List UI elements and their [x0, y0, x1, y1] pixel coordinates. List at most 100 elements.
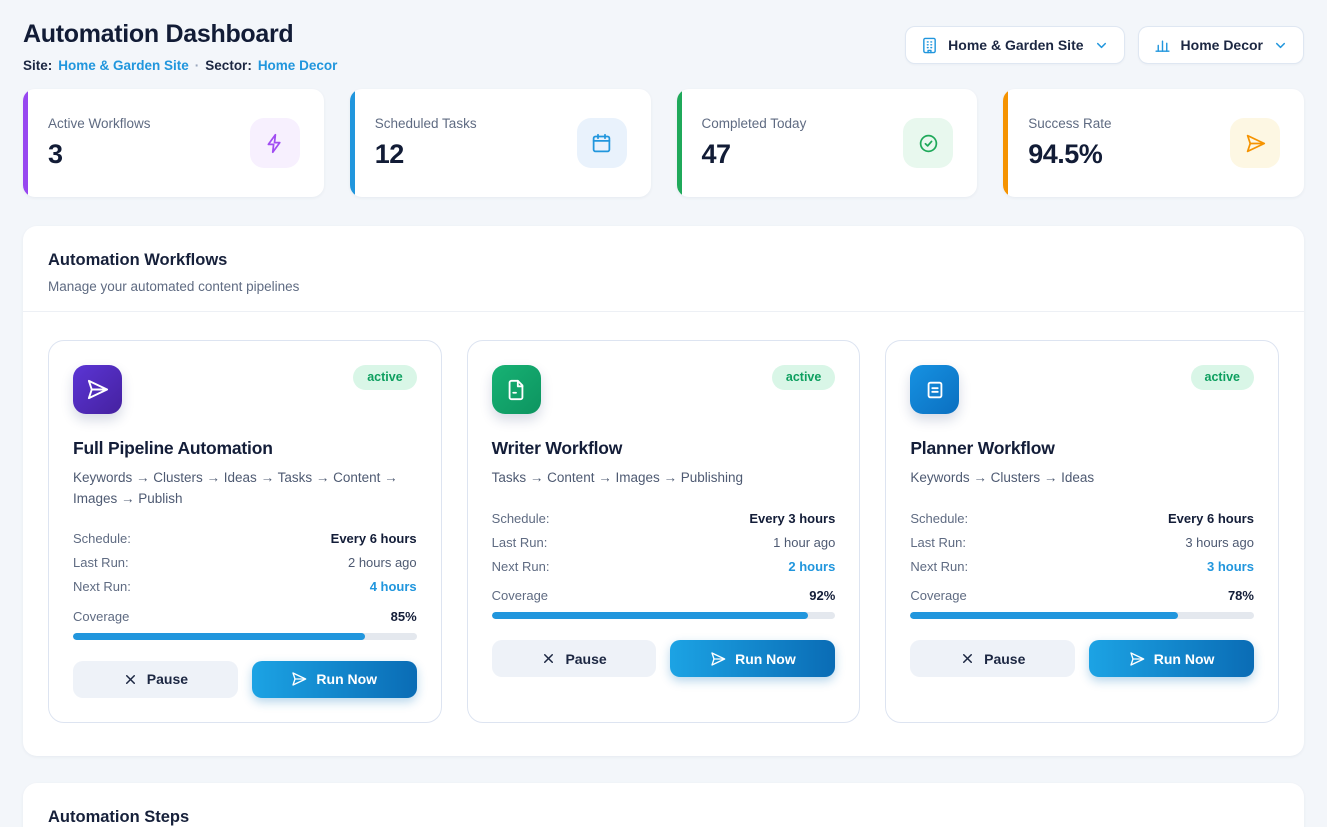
- stat-label: Scheduled Tasks: [374, 116, 477, 131]
- steps-section-header: Automation Steps Configure which steps a…: [23, 783, 1304, 827]
- coverage-value: 78%: [1227, 588, 1254, 603]
- coverage-row: Coverage 92%: [492, 588, 836, 603]
- lightning-icon: [249, 118, 300, 168]
- run-now-button[interactable]: Run Now: [670, 640, 836, 677]
- schedule-label: Schedule:: [73, 531, 131, 547]
- pause-label: Pause: [146, 671, 189, 688]
- stat-card-success-rate: Success Rate 94.5%: [1003, 89, 1304, 197]
- workflow-actions: Pause Run Now: [491, 640, 836, 677]
- run-now-label: Run Now: [1153, 650, 1215, 667]
- list-icon: [910, 365, 960, 414]
- coverage-progress-fill: [910, 612, 1179, 619]
- run-now-label: Run Now: [735, 650, 796, 667]
- header-left: Automation Dashboard Site: Home & Garden…: [23, 20, 337, 73]
- site-link[interactable]: Home & Garden Site: [58, 58, 189, 73]
- workflow-actions: Pause Run Now: [910, 640, 1254, 677]
- sector-link[interactable]: Home Decor: [257, 58, 338, 73]
- workflow-title: Full Pipeline Automation: [73, 438, 273, 458]
- send-icon: [291, 671, 307, 687]
- coverage-progressbar: [73, 632, 417, 640]
- section-title: Automation Steps: [48, 807, 190, 826]
- last-run-value: 3 hours ago: [1185, 534, 1254, 550]
- workflows-section: Automation Workflows Manage your automat…: [23, 226, 1304, 756]
- run-now-button[interactable]: Run Now: [251, 660, 417, 698]
- breadcrumb: Site: Home & Garden Site · Sector: Home …: [23, 58, 337, 73]
- coverage-progress-fill: [73, 632, 366, 640]
- stat-label: Active Workflows: [48, 116, 151, 131]
- last-run-row: Last Run: 3 hours ago: [910, 530, 1254, 554]
- page-header: Automation Dashboard Site: Home & Garden…: [23, 20, 1304, 73]
- calendar-icon: [576, 118, 627, 168]
- last-run-row: Last Run: 2 hours ago: [73, 551, 417, 575]
- run-now-button[interactable]: Run Now: [1089, 640, 1254, 677]
- send-icon: [73, 365, 122, 414]
- site-label: Site:: [23, 58, 53, 73]
- schedule-row: Schedule: Every 6 hours: [73, 527, 417, 551]
- pause-button[interactable]: Pause: [910, 640, 1076, 677]
- workflow-card-top: active: [73, 365, 417, 414]
- schedule-label: Schedule:: [491, 510, 550, 526]
- workflow-card-top: active: [491, 365, 836, 414]
- steps-section: Automation Steps Configure which steps a…: [23, 782, 1304, 827]
- status-badge: active: [771, 365, 836, 390]
- next-run-row: Next Run: 2 hours: [492, 554, 836, 578]
- status-badge: active: [1190, 365, 1254, 390]
- workflows-section-body: active Full Pipeline Automation Keywords…: [23, 312, 1304, 756]
- close-icon: [541, 651, 556, 666]
- workflow-details: Schedule: Every 3 hours Last Run: 1 hour…: [492, 506, 836, 578]
- stat-value: 94.5%: [1028, 139, 1103, 169]
- send-icon: [1129, 651, 1145, 667]
- section-title: Automation Workflows: [48, 251, 228, 269]
- workflow-card-full-pipeline: active Full Pipeline Automation Keywords…: [48, 340, 442, 723]
- stat-info: Completed Today 47: [702, 116, 807, 170]
- pause-button[interactable]: Pause: [73, 660, 238, 698]
- check-circle-icon: [903, 118, 954, 168]
- page-title: Automation Dashboard: [23, 20, 294, 48]
- schedule-value: Every 3 hours: [749, 510, 836, 526]
- last-run-label: Last Run:: [910, 534, 966, 550]
- separator-dot: ·: [194, 58, 200, 73]
- section-subtitle: Manage your automated content pipelines: [48, 279, 300, 294]
- pause-label: Pause: [565, 650, 607, 667]
- workflow-card-top: active: [910, 365, 1254, 414]
- schedule-row: Schedule: Every 3 hours: [492, 506, 836, 530]
- workflow-details: Schedule: Every 6 hours Last Run: 2 hour…: [73, 527, 417, 599]
- coverage-progress-fill: [491, 612, 808, 619]
- stat-label: Completed Today: [701, 116, 807, 131]
- pause-button[interactable]: Pause: [491, 640, 657, 677]
- next-run-label: Next Run:: [910, 558, 969, 574]
- workflow-card-writer: active Writer Workflow Tasks → Content →…: [466, 340, 861, 723]
- status-badge: active: [353, 365, 417, 390]
- coverage-label: Coverage: [910, 588, 967, 603]
- stats-row: Active Workflows 3 Scheduled Tasks 12 Co…: [23, 89, 1304, 197]
- coverage-row: Coverage 78%: [910, 588, 1254, 603]
- workflow-title: Writer Workflow: [491, 438, 623, 458]
- next-run-label: Next Run:: [491, 558, 550, 574]
- site-selector-dropdown[interactable]: Home & Garden Site: [905, 26, 1125, 64]
- stat-info: Success Rate 94.5%: [1028, 116, 1111, 170]
- stat-value: 47: [701, 139, 732, 169]
- sector-selector-label: Home Decor: [1180, 37, 1263, 53]
- last-run-label: Last Run:: [73, 555, 129, 571]
- bar-chart-icon: [1154, 37, 1171, 54]
- coverage-value: 92%: [809, 588, 836, 603]
- building-icon: [921, 37, 938, 54]
- header-controls: Home & Garden Site Home Decor: [905, 26, 1304, 64]
- next-run-row: Next Run: 3 hours: [910, 554, 1254, 578]
- send-icon: [1230, 118, 1280, 168]
- close-icon: [123, 672, 138, 687]
- schedule-value: Every 6 hours: [1167, 510, 1254, 526]
- stat-value: 3: [48, 139, 63, 169]
- workflows-section-header: Automation Workflows Manage your automat…: [23, 226, 1304, 312]
- sector-label: Sector:: [205, 58, 252, 73]
- stat-value: 12: [374, 139, 405, 169]
- next-run-value: 3 hours: [1207, 558, 1254, 574]
- workflow-details: Schedule: Every 6 hours Last Run: 3 hour…: [910, 506, 1254, 578]
- sector-selector-dropdown[interactable]: Home Decor: [1137, 26, 1304, 64]
- next-run-row: Next Run: 4 hours: [73, 575, 417, 599]
- next-run-label: Next Run:: [73, 579, 131, 595]
- next-run-value: 2 hours: [788, 558, 836, 574]
- site-selector-label: Home & Garden Site: [948, 37, 1084, 53]
- workflow-pipeline: Keywords → Clusters → Ideas → Tasks → Co…: [73, 470, 398, 506]
